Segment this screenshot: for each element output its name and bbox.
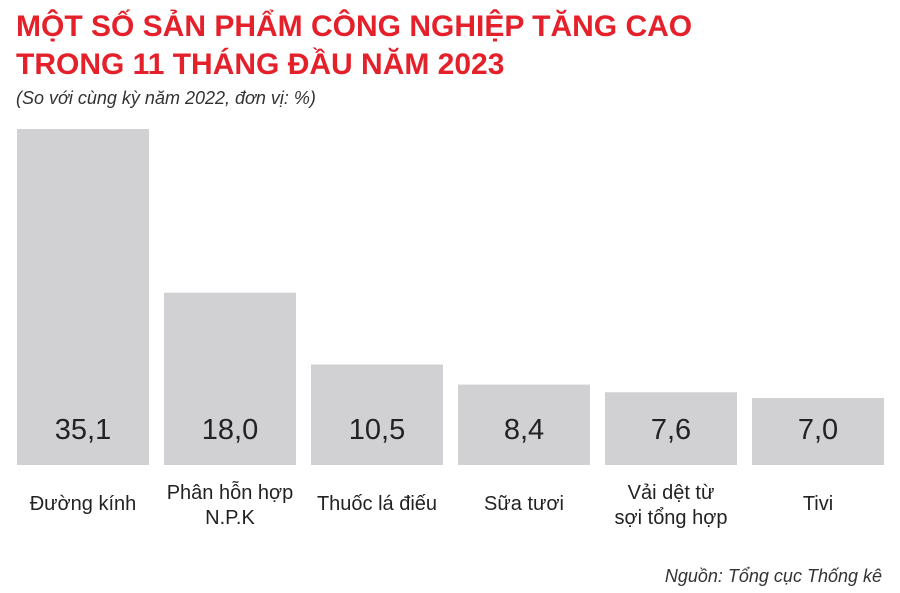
chart-subtitle: (So với cùng kỳ năm 2022, đơn vị: %)	[16, 88, 316, 108]
bar-sua-tuoi	[458, 384, 590, 465]
value-label-thuoc-la-dieu: 10,5	[349, 414, 405, 446]
value-label-sua-tuoi: 8,4	[504, 414, 544, 446]
value-label-vai-det-tu-soi-tong-hop: 7,6	[651, 414, 691, 446]
category-label-tivi: Tivi	[803, 493, 833, 515]
bar-thuoc-la-dieu	[311, 364, 443, 465]
value-label-tivi: 7,0	[798, 414, 838, 446]
source-note: Nguồn: Tổng cục Thống kê	[664, 566, 882, 586]
category-label-sua-tuoi: Sữa tươi	[484, 493, 564, 515]
bar-tivi	[752, 397, 884, 465]
chart-title: MỘT SỐ SẢN PHẨM CÔNG NGHIỆP TĂNG CAO TRO…	[16, 8, 692, 84]
bar-vai-det-tu-soi-tong-hop	[605, 392, 737, 465]
category-label-vai-det-tu-soi-tong-hop: Vải dệt từ sợi tổng hợp	[615, 482, 728, 529]
chart-title-line-1: MỘT SỐ SẢN PHẨM CÔNG NGHIỆP TĂNG CAO	[16, 10, 693, 43]
chart-title-line-2: TRONG 11 THÁNG ĐẦU NĂM 2023	[16, 48, 505, 81]
category-label-phan-hon-hop-npk: Phân hỗn hợp N.P.K	[167, 481, 294, 529]
bar-duong-kinh	[17, 129, 149, 465]
bar-phan-hon-hop-npk	[164, 292, 296, 465]
category-label-duong-kinh: Đường kính	[30, 493, 137, 515]
value-label-duong-kinh: 35,1	[55, 414, 111, 446]
value-label-phan-hon-hop-npk: 18,0	[202, 414, 258, 446]
category-label-thuoc-la-dieu: Thuốc lá điếu	[317, 493, 437, 515]
